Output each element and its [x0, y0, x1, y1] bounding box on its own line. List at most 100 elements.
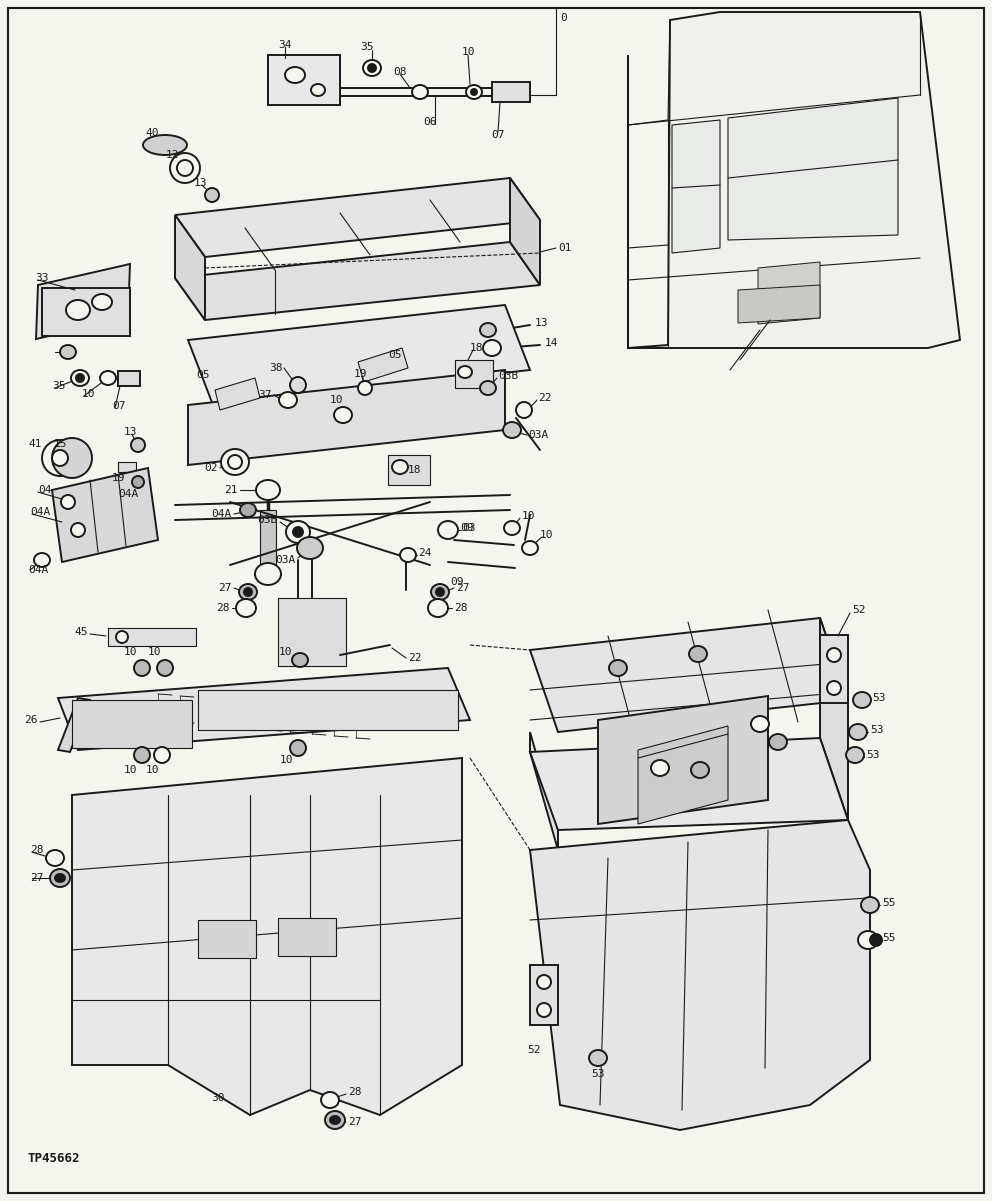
Polygon shape [52, 468, 158, 562]
Text: 27: 27 [218, 582, 232, 593]
Text: 40: 40 [145, 129, 159, 138]
Text: 35: 35 [360, 42, 374, 52]
Text: 02: 02 [204, 464, 218, 473]
Ellipse shape [853, 692, 871, 709]
Ellipse shape [297, 537, 323, 558]
Ellipse shape [458, 366, 472, 378]
Text: 03B: 03B [498, 371, 518, 381]
Ellipse shape [483, 340, 501, 355]
Text: 03B: 03B [258, 515, 278, 525]
Bar [108, 628, 196, 646]
Polygon shape [598, 697, 768, 824]
Bar [492, 82, 530, 102]
Ellipse shape [537, 975, 551, 988]
Ellipse shape [431, 584, 449, 600]
Text: 19: 19 [353, 369, 367, 380]
Ellipse shape [480, 323, 496, 337]
Ellipse shape [221, 449, 249, 476]
Ellipse shape [651, 760, 669, 776]
Text: 04A: 04A [30, 507, 51, 516]
Polygon shape [628, 12, 960, 348]
Text: 41: 41 [29, 440, 42, 449]
Bar [118, 371, 140, 386]
Text: 14: 14 [545, 337, 558, 348]
Text: 10: 10 [147, 647, 161, 657]
Text: 52: 52 [852, 605, 865, 615]
Ellipse shape [71, 370, 89, 386]
Ellipse shape [428, 599, 448, 617]
Polygon shape [358, 348, 408, 382]
Bar [198, 691, 458, 730]
Text: 22: 22 [408, 653, 422, 663]
Bar [72, 700, 192, 748]
Bar [260, 510, 276, 564]
Text: 10: 10 [540, 530, 554, 540]
Text: 28: 28 [216, 603, 230, 613]
Text: 27: 27 [348, 1117, 361, 1127]
Text: 27: 27 [456, 582, 469, 593]
Ellipse shape [438, 521, 458, 539]
Text: 55: 55 [882, 933, 896, 943]
Polygon shape [268, 55, 340, 104]
Ellipse shape [255, 563, 281, 585]
Ellipse shape [609, 661, 627, 676]
Polygon shape [175, 215, 205, 319]
Ellipse shape [537, 1003, 551, 1017]
Text: 10: 10 [461, 47, 475, 56]
Text: 28: 28 [454, 603, 467, 613]
Ellipse shape [279, 392, 297, 408]
Ellipse shape [436, 588, 444, 596]
Text: 22: 22 [538, 393, 552, 404]
Text: 21: 21 [224, 485, 238, 495]
Text: 03A: 03A [528, 430, 549, 440]
Text: 05: 05 [196, 370, 210, 380]
Ellipse shape [412, 85, 428, 98]
Text: 10: 10 [278, 647, 292, 657]
Bar [198, 920, 256, 958]
Ellipse shape [52, 450, 68, 466]
Text: 10: 10 [145, 765, 159, 775]
Polygon shape [530, 731, 558, 850]
Ellipse shape [92, 294, 112, 310]
Ellipse shape [60, 345, 76, 359]
Ellipse shape [827, 681, 841, 695]
Text: 18: 18 [408, 465, 422, 476]
Text: 53: 53 [870, 725, 884, 735]
Ellipse shape [116, 631, 128, 643]
Text: 10: 10 [330, 395, 343, 405]
Ellipse shape [61, 495, 75, 509]
Text: 01: 01 [558, 243, 571, 253]
Text: 13: 13 [123, 428, 137, 437]
Text: 38: 38 [270, 363, 283, 374]
Bar [278, 598, 346, 667]
Text: 33: 33 [35, 273, 49, 283]
Ellipse shape [236, 599, 256, 617]
Bar [455, 360, 493, 388]
Text: 05: 05 [388, 349, 402, 360]
Ellipse shape [358, 381, 372, 395]
Ellipse shape [368, 64, 376, 72]
Ellipse shape [228, 455, 242, 470]
Ellipse shape [100, 371, 116, 386]
Polygon shape [188, 305, 530, 405]
Text: 35: 35 [52, 381, 65, 392]
Text: 09: 09 [460, 522, 473, 533]
Ellipse shape [334, 407, 352, 423]
Text: 04: 04 [38, 485, 52, 495]
Text: 53: 53 [591, 1069, 605, 1078]
Text: 18: 18 [470, 343, 483, 353]
Text: 34: 34 [278, 40, 292, 50]
Ellipse shape [516, 402, 532, 418]
Polygon shape [758, 262, 820, 324]
Ellipse shape [131, 438, 145, 452]
Text: TP45662: TP45662 [28, 1152, 80, 1165]
Ellipse shape [256, 480, 280, 500]
Text: 0: 0 [560, 13, 566, 23]
Polygon shape [820, 619, 848, 820]
Text: 13: 13 [193, 178, 206, 189]
Ellipse shape [290, 740, 306, 755]
Polygon shape [188, 370, 505, 465]
Ellipse shape [42, 440, 78, 476]
Text: 03A: 03A [276, 555, 296, 564]
Ellipse shape [311, 84, 325, 96]
